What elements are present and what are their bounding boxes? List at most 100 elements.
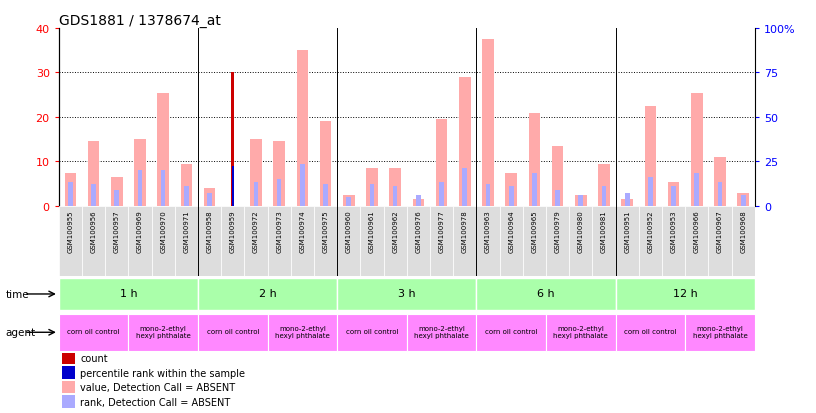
FancyBboxPatch shape bbox=[128, 314, 198, 351]
FancyBboxPatch shape bbox=[546, 314, 615, 351]
FancyBboxPatch shape bbox=[59, 206, 82, 277]
FancyBboxPatch shape bbox=[128, 206, 152, 277]
Bar bbox=[62, 366, 75, 379]
Text: GSM100981: GSM100981 bbox=[601, 210, 607, 253]
FancyBboxPatch shape bbox=[708, 206, 732, 277]
Bar bbox=[296, 51, 308, 206]
Bar bbox=[389, 169, 401, 206]
Text: value, Detection Call = ABSENT: value, Detection Call = ABSENT bbox=[80, 382, 236, 392]
Text: mono-2-ethyl
hexyl phthalate: mono-2-ethyl hexyl phthalate bbox=[553, 325, 608, 338]
Bar bbox=[62, 381, 75, 393]
FancyBboxPatch shape bbox=[570, 206, 592, 277]
Bar bbox=[91, 184, 95, 206]
Text: GSM100964: GSM100964 bbox=[508, 210, 514, 252]
Bar bbox=[62, 396, 75, 408]
FancyBboxPatch shape bbox=[685, 314, 755, 351]
Text: GSM100962: GSM100962 bbox=[392, 210, 398, 252]
Text: 3 h: 3 h bbox=[398, 289, 415, 299]
Text: GSM100957: GSM100957 bbox=[113, 210, 120, 252]
FancyBboxPatch shape bbox=[732, 206, 755, 277]
Bar bbox=[157, 93, 169, 206]
Bar bbox=[509, 187, 513, 206]
FancyBboxPatch shape bbox=[361, 206, 384, 277]
Text: corn oil control: corn oil control bbox=[624, 329, 676, 335]
Bar bbox=[184, 187, 188, 206]
FancyBboxPatch shape bbox=[337, 278, 477, 310]
Text: GSM100967: GSM100967 bbox=[717, 210, 723, 253]
Text: GSM100966: GSM100966 bbox=[694, 210, 700, 253]
Text: GSM100955: GSM100955 bbox=[68, 210, 73, 252]
FancyBboxPatch shape bbox=[639, 206, 662, 277]
Text: GSM100973: GSM100973 bbox=[276, 210, 282, 253]
Bar bbox=[738, 193, 749, 206]
FancyBboxPatch shape bbox=[59, 314, 128, 351]
Bar bbox=[320, 122, 331, 206]
Bar bbox=[88, 142, 100, 206]
Text: corn oil control: corn oil control bbox=[346, 329, 398, 335]
Bar bbox=[232, 166, 233, 206]
FancyBboxPatch shape bbox=[407, 314, 477, 351]
Text: GDS1881 / 1378674_at: GDS1881 / 1378674_at bbox=[59, 14, 220, 28]
Text: GSM100969: GSM100969 bbox=[137, 210, 143, 253]
Bar bbox=[413, 200, 424, 206]
Bar bbox=[648, 178, 653, 206]
Bar bbox=[463, 169, 467, 206]
Bar bbox=[625, 193, 629, 206]
Text: GSM100972: GSM100972 bbox=[253, 210, 259, 252]
Bar bbox=[645, 107, 656, 206]
Bar bbox=[482, 40, 494, 207]
Text: agent: agent bbox=[6, 328, 36, 337]
Bar bbox=[439, 182, 444, 206]
Bar bbox=[366, 169, 378, 206]
Bar bbox=[622, 200, 633, 206]
Text: GSM100975: GSM100975 bbox=[322, 210, 329, 252]
FancyBboxPatch shape bbox=[244, 206, 268, 277]
Bar bbox=[601, 187, 606, 206]
Bar bbox=[486, 184, 490, 206]
Text: GSM100956: GSM100956 bbox=[91, 210, 96, 252]
Bar bbox=[68, 182, 73, 206]
Text: corn oil control: corn oil control bbox=[67, 329, 120, 335]
Bar bbox=[273, 142, 285, 206]
Text: 2 h: 2 h bbox=[259, 289, 277, 299]
Text: GSM100971: GSM100971 bbox=[184, 210, 189, 253]
Bar bbox=[347, 197, 351, 206]
Bar bbox=[251, 140, 262, 206]
Bar bbox=[532, 173, 537, 206]
FancyBboxPatch shape bbox=[615, 314, 685, 351]
Bar bbox=[672, 187, 676, 206]
Text: rank, Detection Call = ABSENT: rank, Detection Call = ABSENT bbox=[80, 396, 231, 407]
FancyBboxPatch shape bbox=[384, 206, 407, 277]
FancyBboxPatch shape bbox=[685, 206, 708, 277]
Text: GSM100977: GSM100977 bbox=[438, 210, 445, 253]
Bar bbox=[579, 195, 583, 206]
Bar bbox=[575, 195, 587, 206]
FancyBboxPatch shape bbox=[82, 206, 105, 277]
FancyBboxPatch shape bbox=[523, 206, 546, 277]
FancyBboxPatch shape bbox=[546, 206, 570, 277]
FancyBboxPatch shape bbox=[337, 206, 361, 277]
Bar bbox=[529, 113, 540, 206]
Bar bbox=[392, 187, 397, 206]
Text: GSM100978: GSM100978 bbox=[462, 210, 468, 253]
Bar bbox=[64, 173, 76, 206]
Text: corn oil control: corn oil control bbox=[485, 329, 538, 335]
FancyBboxPatch shape bbox=[268, 314, 337, 351]
Bar bbox=[598, 164, 610, 206]
FancyBboxPatch shape bbox=[337, 314, 407, 351]
Bar bbox=[555, 191, 560, 206]
Text: 6 h: 6 h bbox=[537, 289, 555, 299]
FancyBboxPatch shape bbox=[198, 314, 268, 351]
FancyBboxPatch shape bbox=[477, 314, 546, 351]
Text: time: time bbox=[6, 289, 29, 299]
Text: mono-2-ethyl
hexyl phthalate: mono-2-ethyl hexyl phthalate bbox=[693, 325, 747, 338]
Text: mono-2-ethyl
hexyl phthalate: mono-2-ethyl hexyl phthalate bbox=[415, 325, 469, 338]
Text: mono-2-ethyl
hexyl phthalate: mono-2-ethyl hexyl phthalate bbox=[275, 325, 330, 338]
Text: percentile rank within the sample: percentile rank within the sample bbox=[80, 368, 246, 377]
Bar bbox=[277, 180, 282, 206]
Bar bbox=[741, 195, 746, 206]
Bar bbox=[505, 173, 517, 206]
Bar bbox=[552, 147, 563, 206]
Bar bbox=[254, 182, 259, 206]
Bar bbox=[204, 189, 215, 206]
